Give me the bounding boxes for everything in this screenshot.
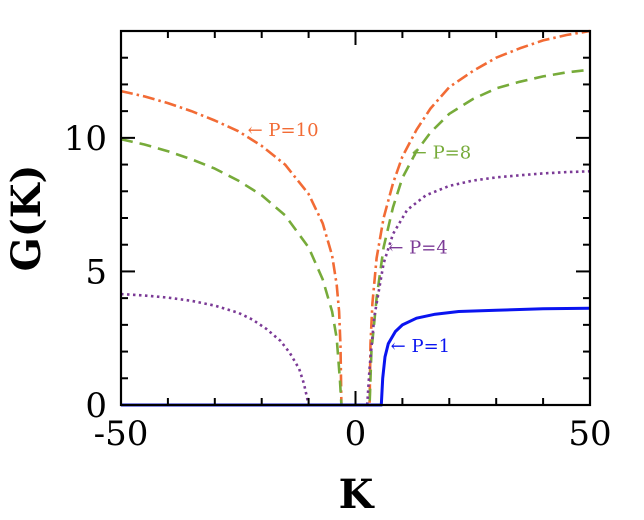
x-tick-label: 50 xyxy=(568,414,611,454)
x-axis-title: K xyxy=(339,471,375,518)
x-tick-label: 0 xyxy=(345,414,367,454)
series-line-p-4 xyxy=(120,170,591,407)
y-tick-label: 10 xyxy=(64,119,107,159)
series-line-p-10 xyxy=(120,29,591,407)
annotations-layer: ← P=10 ← P=8 ← P=4 ← P=1 xyxy=(248,120,472,357)
plot-frame xyxy=(119,29,592,407)
annotation-p-1: ← P=1 xyxy=(391,336,450,357)
series-line-p-8 xyxy=(120,68,591,407)
series-line-p-1 xyxy=(121,306,591,407)
y-tick-label: 0 xyxy=(85,386,107,426)
annotation-p-4: ← P=4 xyxy=(388,237,447,258)
x-tick-label: -50 xyxy=(94,414,149,454)
annotation-p-10: ← P=10 xyxy=(248,120,319,141)
y-tick-label: 5 xyxy=(85,252,107,292)
annotation-p-8: ← P=8 xyxy=(412,143,471,164)
y-axis-title: G(K) xyxy=(3,165,50,272)
series-layer xyxy=(120,29,591,407)
ticks-layer xyxy=(120,30,591,406)
